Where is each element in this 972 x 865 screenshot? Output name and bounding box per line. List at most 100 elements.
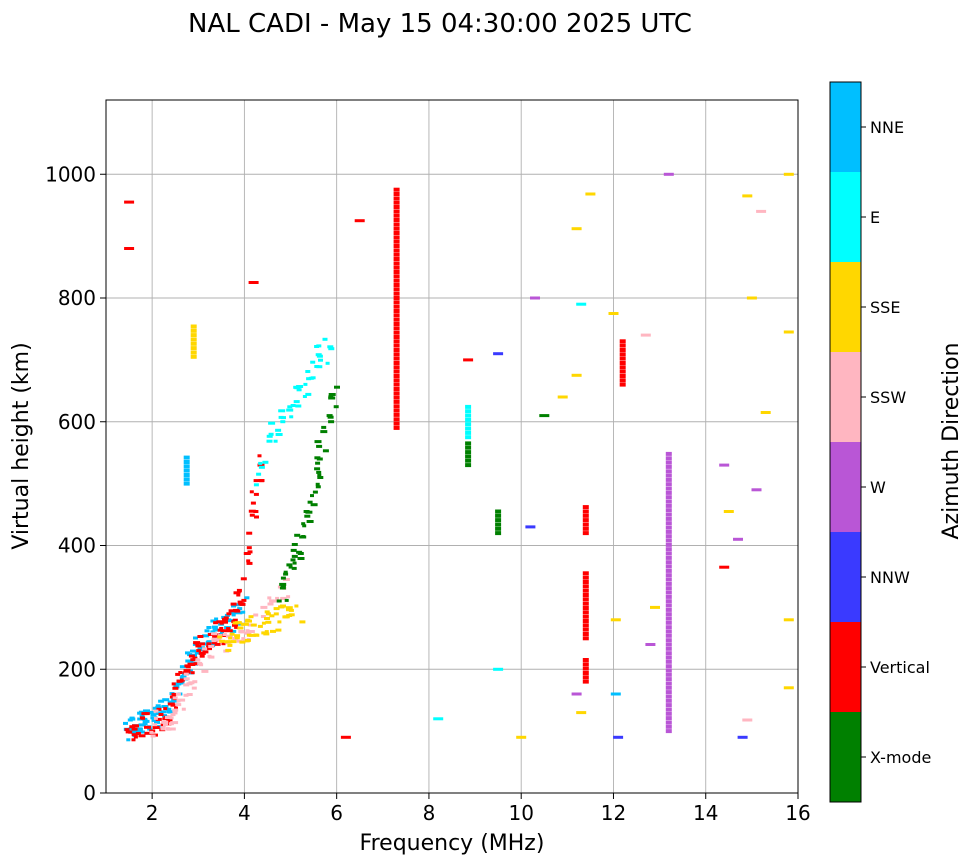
- echo-point: [230, 602, 237, 606]
- colorbar-label: X-mode: [870, 748, 931, 767]
- echo-point: [240, 622, 245, 626]
- echo-point: [582, 614, 589, 619]
- echo-point: [208, 645, 215, 648]
- echo-point: [665, 651, 672, 656]
- echo-points: [123, 172, 794, 742]
- echo-point: [465, 430, 472, 435]
- echo-point: [139, 730, 145, 734]
- y-tick-label: 1000: [45, 162, 96, 186]
- echo-point: [582, 593, 589, 597]
- echo-point: [393, 322, 400, 326]
- echo-point: [746, 296, 757, 300]
- echo-point: [260, 615, 266, 618]
- echo-point: [665, 729, 672, 734]
- echo-point: [258, 479, 265, 482]
- echo-point: [393, 330, 400, 335]
- echo-point: [393, 248, 400, 253]
- echo-point: [760, 411, 771, 414]
- echo-point: [183, 464, 190, 469]
- echo-point: [212, 628, 219, 632]
- echo-point: [665, 707, 672, 712]
- echo-point: [302, 395, 307, 398]
- echo-point: [619, 348, 626, 352]
- echo-point: [234, 625, 239, 629]
- echo-point: [320, 430, 328, 434]
- echo-point: [465, 435, 472, 440]
- echo-point: [253, 483, 259, 487]
- echo-point: [393, 412, 400, 417]
- echo-point: [576, 302, 587, 306]
- echo-point: [665, 607, 672, 612]
- echo-point: [393, 391, 400, 396]
- echo-point: [188, 669, 193, 673]
- echo-point: [288, 613, 295, 617]
- echo-point: [264, 610, 270, 614]
- echo-point: [219, 627, 224, 630]
- echo-point: [290, 404, 296, 407]
- echo-point: [393, 382, 400, 387]
- echo-point: [314, 440, 322, 444]
- echo-point: [240, 577, 247, 581]
- echo-point: [172, 711, 178, 715]
- echo-point: [783, 330, 794, 334]
- echo-point: [665, 490, 672, 495]
- echo-point: [723, 510, 734, 513]
- echo-point: [154, 720, 160, 724]
- echo-point: [665, 499, 672, 504]
- echo-point: [256, 472, 262, 476]
- echo-point: [393, 369, 400, 374]
- x-axis-label: Frequency (MHz): [360, 831, 545, 856]
- echo-point: [665, 664, 672, 669]
- echo-point: [199, 654, 205, 658]
- echo-point: [665, 677, 672, 682]
- echo-point: [321, 425, 327, 429]
- echo-point: [138, 723, 146, 727]
- echo-point: [211, 639, 217, 643]
- echo-point: [183, 477, 190, 482]
- echo-point: [582, 671, 589, 675]
- echo-point: [393, 404, 400, 409]
- echo-point: [393, 326, 400, 331]
- echo-point: [171, 682, 176, 686]
- echo-point: [393, 274, 400, 279]
- echo-point: [354, 219, 365, 223]
- echo-point: [161, 720, 169, 724]
- echo-point: [171, 721, 179, 725]
- echo-point: [183, 677, 190, 681]
- echo-point: [155, 704, 161, 708]
- echo-point: [273, 607, 280, 611]
- echo-point: [393, 309, 400, 313]
- echo-point: [180, 675, 187, 678]
- echo-point: [665, 503, 672, 508]
- echo-point: [172, 708, 179, 712]
- echo-point: [127, 728, 134, 732]
- echo-point: [216, 637, 222, 641]
- echo-point: [253, 633, 259, 637]
- echo-point: [393, 317, 400, 322]
- echo-point: [582, 597, 589, 602]
- echo-point: [650, 605, 660, 609]
- echo-point: [245, 629, 250, 633]
- echo-point: [279, 582, 287, 586]
- echo-point: [393, 231, 400, 235]
- echo-point: [221, 629, 228, 633]
- echo-point: [232, 618, 238, 622]
- echo-point: [665, 685, 672, 690]
- echo-point: [665, 508, 672, 513]
- echo-point: [665, 625, 672, 630]
- echo-point: [292, 561, 297, 565]
- echo-point: [131, 738, 136, 742]
- echo-point: [136, 729, 141, 733]
- echo-point: [465, 445, 472, 450]
- echo-point: [665, 590, 672, 595]
- echo-point: [206, 642, 212, 646]
- echo-point: [317, 473, 322, 477]
- echo-point: [294, 386, 301, 390]
- plot-area: [106, 100, 798, 793]
- echo-point: [190, 333, 197, 338]
- echo-point: [393, 196, 400, 201]
- echo-point: [322, 449, 329, 453]
- echo-point: [241, 598, 247, 602]
- echo-point: [225, 648, 232, 652]
- echo-point: [244, 631, 252, 635]
